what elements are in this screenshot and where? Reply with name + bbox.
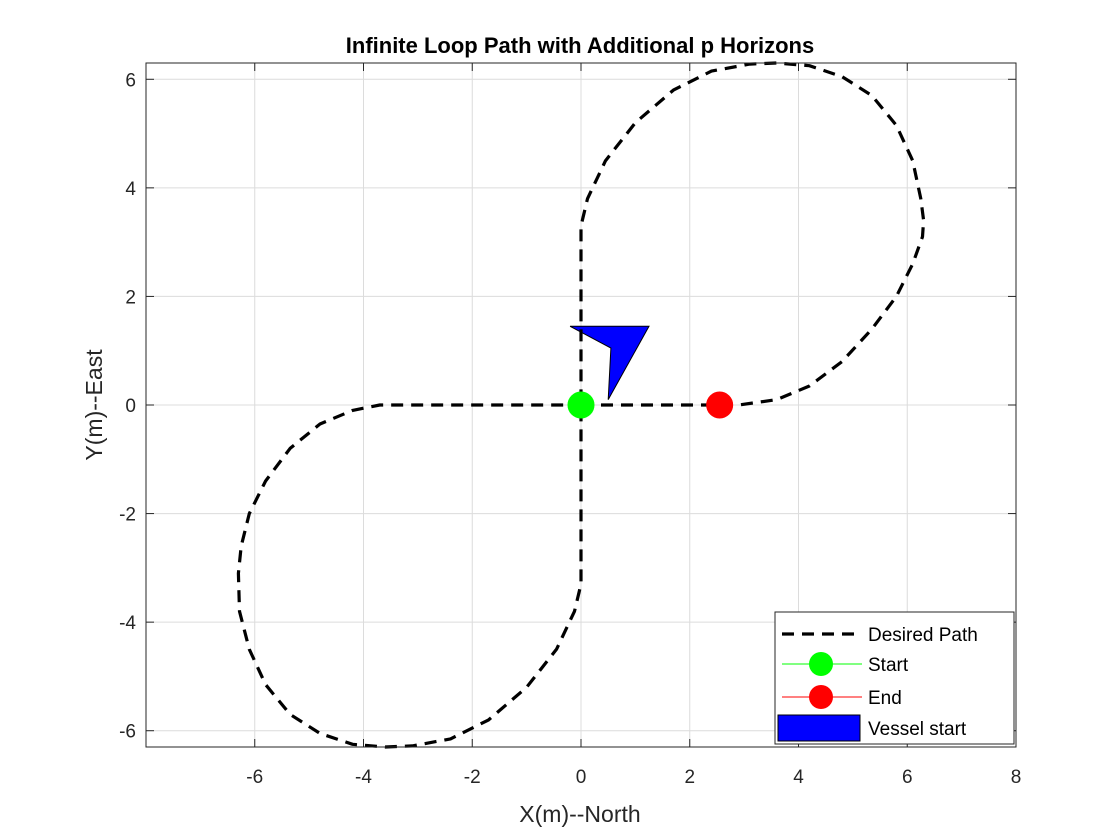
desired-path-line [236, 61, 926, 749]
x-tick-label: 2 [684, 767, 695, 788]
x-tick-label: -2 [464, 767, 481, 788]
legend: Desired Path Start End Vessel start [774, 611, 1015, 745]
y-tick-label: -4 [119, 613, 136, 634]
legend-swatch-marker-end [809, 685, 833, 709]
legend-label-vessel-start: Vessel start [868, 719, 967, 740]
y-tick-label: 6 [125, 70, 136, 91]
y-tick-label: 0 [125, 396, 136, 417]
end-marker [706, 391, 734, 419]
x-tick-label: 0 [576, 767, 587, 788]
legend-label-desired-path: Desired Path [868, 625, 978, 646]
start-marker [567, 391, 595, 419]
x-axis-ticks: -6 -4 -2 0 2 4 6 8 [246, 63, 1021, 788]
y-tick-label: 2 [125, 287, 136, 308]
y-tick-label: -2 [119, 505, 136, 526]
x-tick-label: 4 [793, 767, 804, 788]
x-tick-label: 6 [902, 767, 913, 788]
x-tick-label: 8 [1011, 767, 1022, 788]
x-tick-label: -6 [246, 767, 263, 788]
y-tick-label: -6 [119, 722, 136, 743]
marker-layer [567, 391, 734, 419]
y-axis-label: Y(m)--East [81, 349, 107, 461]
legend-swatch-vessel-start [777, 714, 861, 742]
legend-label-start: Start [868, 655, 909, 676]
legend-label-end: End [868, 688, 902, 709]
x-axis-label: X(m)--North [519, 801, 640, 827]
vessel-start-patch [569, 325, 650, 400]
legend-swatch-marker-start [809, 652, 833, 676]
y-tick-label: 4 [125, 179, 136, 200]
x-tick-label: -4 [355, 767, 372, 788]
chart-title: Infinite Loop Path with Additional p Hor… [346, 33, 814, 58]
y-axis-ticks: -6 -4 -2 0 2 4 6 [119, 70, 1016, 743]
series-layer [236, 61, 926, 749]
